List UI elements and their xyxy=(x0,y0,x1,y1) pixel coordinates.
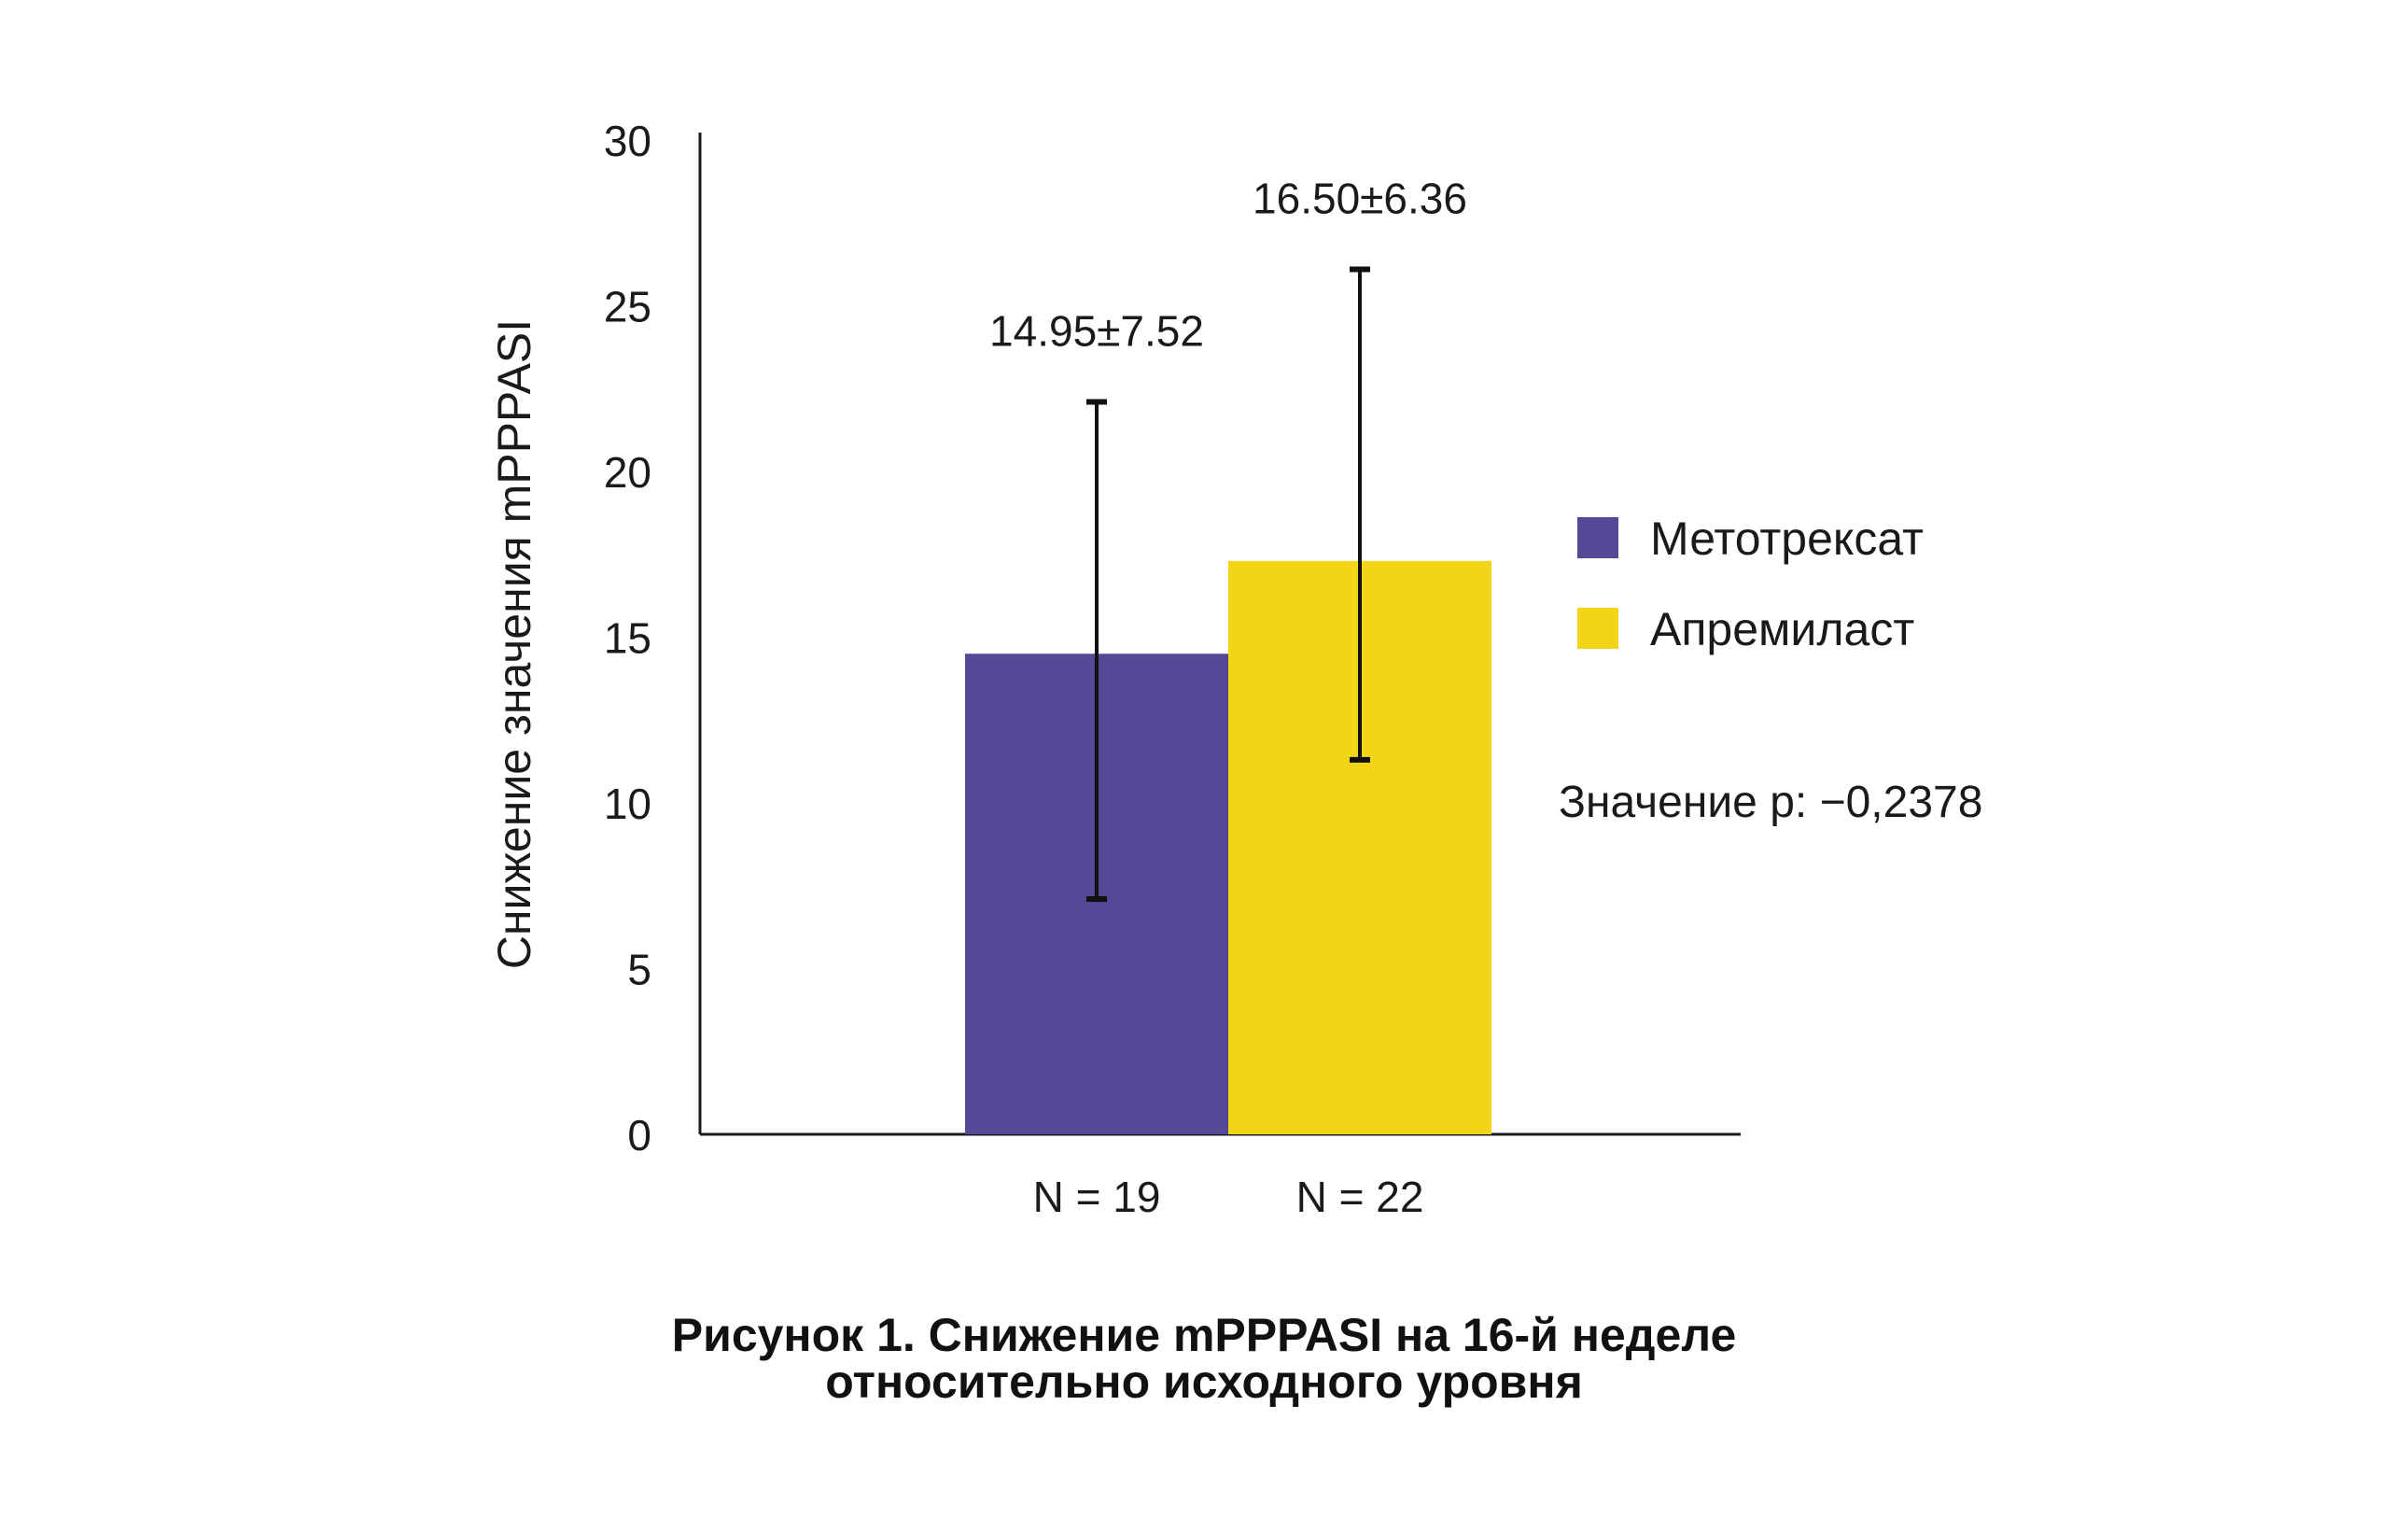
y-axis-title: Снижение значения mPPPASI xyxy=(488,319,540,969)
y-tick-label: 15 xyxy=(604,614,651,663)
caption-line-2: относительно исходного уровня xyxy=(825,1356,1583,1408)
x-tick-label: N = 22 xyxy=(1296,1173,1424,1221)
y-tick-label: 5 xyxy=(627,946,651,994)
x-tick-label: N = 19 xyxy=(1033,1173,1161,1221)
y-tick-label: 0 xyxy=(627,1111,651,1160)
p-value-annotation: Значение p: −0,2378 xyxy=(1559,778,1982,827)
caption-line-1: Рисунок 1. Снижение mPPPASI на 16-й неде… xyxy=(671,1309,1737,1361)
value-label-1: 14.95±7.52 xyxy=(989,306,1204,355)
legend-label-1: Метотрексат xyxy=(1650,513,1924,565)
y-tick-label: 30 xyxy=(604,117,651,165)
y-tick-label: 20 xyxy=(604,448,651,497)
value-label-2: 16.50±6.36 xyxy=(1253,174,1467,222)
y-tick-label: 25 xyxy=(604,283,651,331)
legend-label-2: Апремиласт xyxy=(1650,603,1914,655)
figure-caption: Рисунок 1. Снижение mPPPASI на 16-й неде… xyxy=(0,1312,2408,1405)
legend-swatch-1 xyxy=(1577,517,1618,558)
legend-swatch-2 xyxy=(1577,608,1618,649)
y-tick-label: 10 xyxy=(604,780,651,828)
